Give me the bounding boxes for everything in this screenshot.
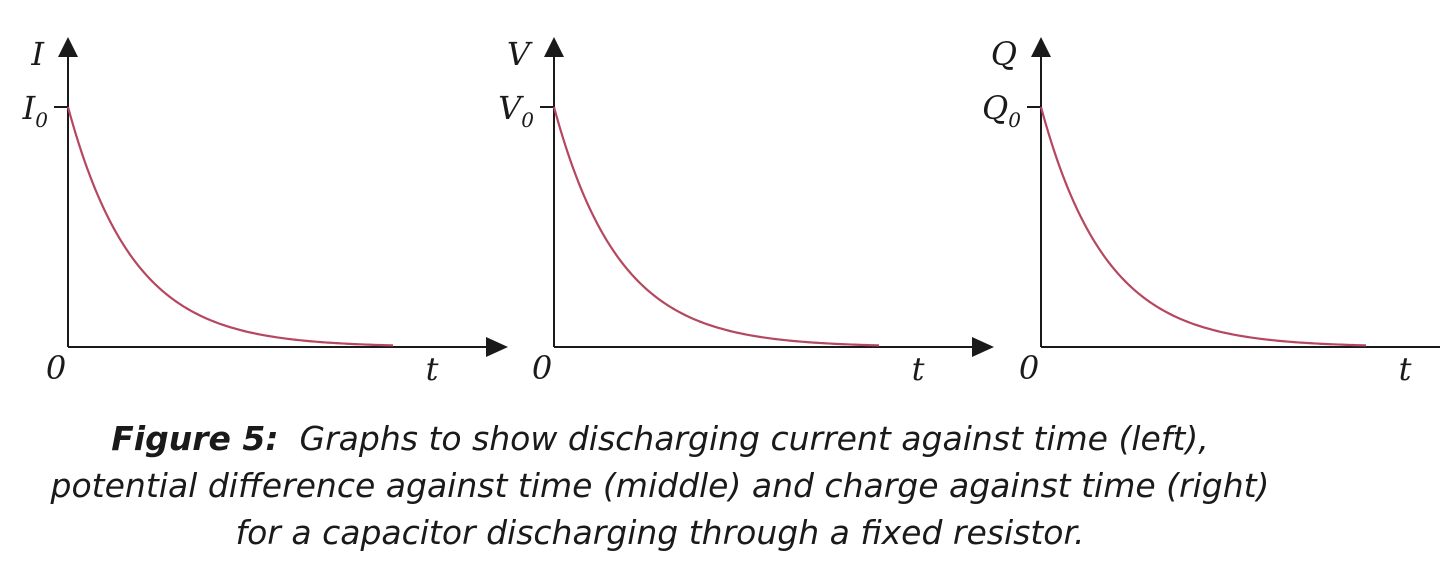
y0-label: I0 — [22, 89, 49, 132]
data-point — [1170, 312, 1173, 315]
data-point — [1332, 343, 1335, 346]
caption-line-3: for a capacitor discharging through a fi… — [235, 513, 1085, 552]
x-axis-label: t — [1399, 350, 1412, 388]
y0-label-main: V — [498, 89, 524, 127]
origin-label: 0 — [1019, 349, 1039, 387]
y-axis-label: V — [507, 35, 533, 73]
data-point — [683, 312, 686, 315]
y-axis-label: Q — [991, 35, 1017, 73]
data-point — [618, 257, 621, 260]
data-point — [1267, 338, 1270, 341]
caption-line-1: Figure 5: Graphs to show discharging cur… — [0, 415, 1320, 462]
data-point — [327, 341, 330, 344]
y-axis-arrow — [58, 37, 78, 57]
data-point — [650, 293, 653, 296]
data-point — [197, 312, 200, 315]
data-point — [262, 334, 265, 337]
data-point — [845, 343, 848, 346]
data-point — [715, 326, 718, 329]
data-point — [1105, 257, 1108, 260]
data-point — [553, 106, 556, 109]
y-axis-arrow — [1031, 37, 1051, 57]
decay-curve — [1039, 106, 1367, 347]
decay-curve — [66, 106, 394, 347]
y-axis-arrow — [544, 37, 564, 57]
origin-label: 0 — [46, 349, 66, 387]
y0-label-subscript: 0 — [1008, 108, 1021, 132]
x-axis-arrow — [972, 337, 994, 357]
y0-label: V0 — [498, 89, 534, 132]
data-point — [1300, 341, 1303, 344]
y0-label-main: I — [22, 89, 37, 127]
data-point — [359, 343, 362, 346]
data-point — [585, 199, 588, 202]
origin-label: 0 — [532, 349, 552, 387]
data-point — [392, 343, 395, 346]
decay-curve — [552, 106, 880, 347]
data-point — [67, 106, 70, 109]
data-point — [1072, 199, 1075, 202]
y0-label: Q0 — [982, 89, 1021, 132]
caption-label: Figure 5: — [111, 419, 279, 458]
data-point — [1040, 106, 1043, 109]
figure-caption: Figure 5: Graphs to show discharging cur… — [0, 415, 1320, 556]
data-point — [1235, 334, 1238, 337]
data-point — [132, 257, 135, 260]
data-point — [99, 199, 102, 202]
data-point — [813, 341, 816, 344]
data-point — [229, 326, 232, 329]
x-axis-arrow — [486, 337, 508, 357]
data-point — [780, 338, 783, 341]
data-point — [164, 293, 167, 296]
x-axis-label: t — [912, 350, 925, 388]
data-point — [294, 338, 297, 341]
y-axis-label: I — [30, 35, 45, 73]
y0-label-subscript: 0 — [521, 108, 534, 132]
data-point — [878, 343, 881, 346]
data-point — [1137, 293, 1140, 296]
data-point — [748, 334, 751, 337]
y0-label-subscript: 0 — [35, 108, 48, 132]
y0-label-main: Q — [982, 89, 1008, 127]
caption-line-2: potential difference against time (middl… — [50, 466, 1270, 505]
data-point — [1365, 343, 1368, 346]
x-axis-label: t — [426, 350, 439, 388]
data-point — [1202, 326, 1205, 329]
caption-text-1: Graphs to show discharging current again… — [299, 419, 1209, 458]
